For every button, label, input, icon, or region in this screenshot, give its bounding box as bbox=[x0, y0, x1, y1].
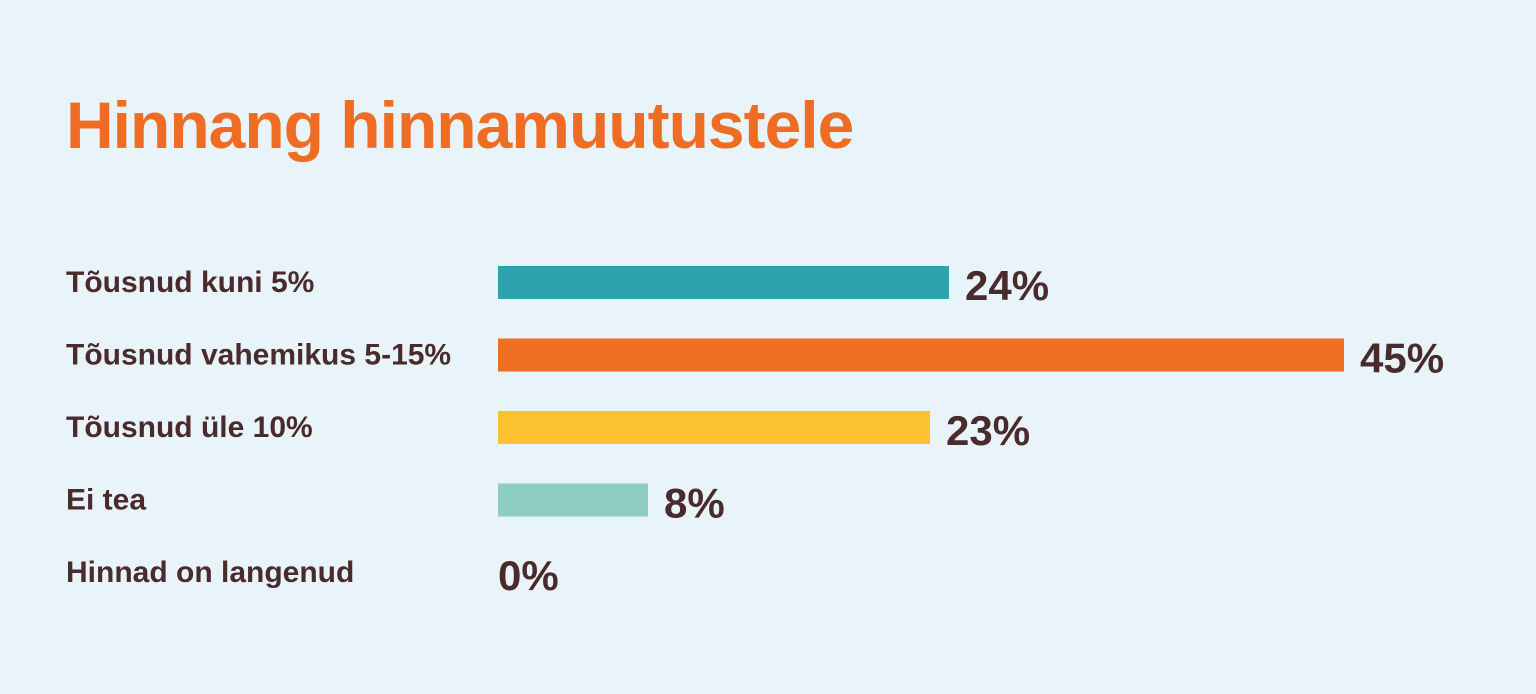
category-label: Tõusnud vahemikus 5-15% bbox=[66, 339, 451, 372]
bar bbox=[498, 266, 949, 299]
value-label: 45% bbox=[1360, 335, 1444, 382]
chart-title: Hinnang hinnamuutustele bbox=[66, 88, 854, 162]
category-labels: Tõusnud kuni 5% Tõusnud vahemikus 5-15% Tõ… bbox=[66, 266, 451, 589]
category-label: Hinnad on langenud bbox=[66, 556, 354, 589]
value-label: 0% bbox=[498, 552, 559, 599]
category-label: Ei tea bbox=[66, 484, 146, 517]
value-labels: 24% 45% 23% 8% 0% bbox=[498, 262, 1444, 599]
bars bbox=[498, 266, 1344, 517]
value-label: 8% bbox=[664, 480, 725, 527]
category-label: Tõusnud kuni 5% bbox=[66, 266, 314, 299]
bar bbox=[498, 411, 930, 444]
value-label: 24% bbox=[965, 262, 1049, 309]
bar bbox=[498, 483, 648, 517]
value-label: 23% bbox=[946, 407, 1030, 454]
bar bbox=[498, 338, 1344, 372]
category-label: Tõusnud üle 10% bbox=[66, 411, 313, 444]
